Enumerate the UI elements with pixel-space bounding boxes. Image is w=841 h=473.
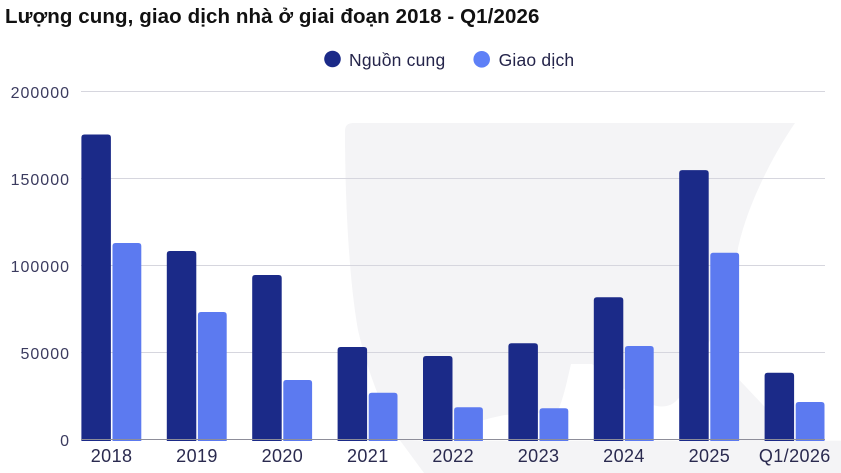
svg-text:2024: 2024 [603, 446, 645, 466]
svg-text:2019: 2019 [176, 446, 218, 466]
svg-text:Giao dịch: Giao dịch [499, 50, 575, 70]
svg-text:150000: 150000 [11, 172, 70, 189]
svg-text:2022: 2022 [432, 446, 474, 466]
svg-text:0: 0 [60, 433, 70, 450]
svg-text:2020: 2020 [262, 446, 304, 466]
svg-text:50000: 50000 [21, 346, 71, 363]
svg-text:Q1/2026: Q1/2026 [759, 446, 831, 466]
svg-text:200000: 200000 [11, 85, 70, 102]
svg-text:2021: 2021 [347, 446, 389, 466]
svg-text:2018: 2018 [91, 446, 133, 466]
svg-text:2025: 2025 [689, 446, 731, 466]
svg-text:100000: 100000 [11, 259, 70, 276]
svg-text:2023: 2023 [518, 446, 560, 466]
svg-text:Nguồn cung: Nguồn cung [349, 50, 445, 70]
